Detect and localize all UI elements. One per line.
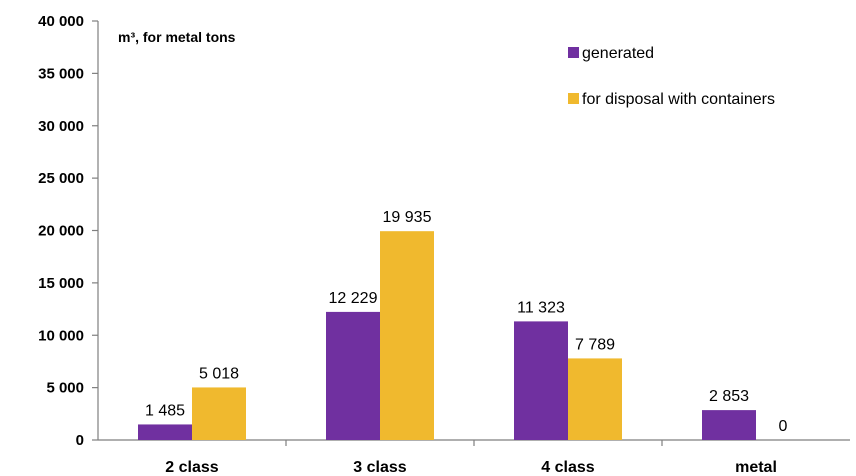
data-label: 19 935 — [383, 209, 432, 226]
y-tick-label: 15 000 — [38, 275, 84, 292]
legend-swatch — [568, 47, 579, 58]
x-category-label: 3 class — [353, 459, 406, 476]
bar-generated — [702, 410, 756, 440]
y-axis-ticks: 0 5 000 10 000 15 000 20 000 25 000 30 000 35 0… — [38, 13, 98, 449]
legend: generated for disposal with containers — [568, 45, 775, 108]
bar-disposal — [192, 387, 246, 440]
bar-disposal — [380, 231, 434, 440]
bar-generated — [138, 424, 192, 440]
y-tick-label: 0 — [76, 432, 84, 449]
bars — [138, 231, 756, 440]
data-labels: 1 485 5 018 12 229 19 935 11 323 7 789 2 853 0 — [145, 209, 788, 435]
x-axis-categories: 2 class 3 class 4 class metal — [165, 440, 777, 476]
data-label: 0 — [779, 418, 788, 435]
bar-disposal — [568, 358, 622, 440]
legend-label: generated — [582, 45, 654, 62]
x-category-label: 4 class — [541, 459, 594, 476]
y-tick-label: 20 000 — [38, 223, 84, 240]
legend-swatch — [568, 93, 579, 104]
y-tick-label: 10 000 — [38, 327, 84, 344]
y-tick-label: 5 000 — [46, 380, 84, 397]
y-tick-label: 30 000 — [38, 118, 84, 135]
y-tick-label: 25 000 — [38, 170, 84, 187]
data-label: 7 789 — [575, 336, 615, 353]
data-label: 5 018 — [199, 365, 239, 382]
y-tick-label: 40 000 — [38, 13, 84, 30]
bar-generated — [326, 311, 380, 440]
data-label: 12 229 — [329, 290, 378, 307]
y-tick-label: 35 000 — [38, 65, 84, 82]
x-category-label: metal — [735, 459, 777, 476]
data-label: 1 485 — [145, 402, 185, 419]
bar-generated — [514, 321, 568, 440]
legend-label: for disposal with containers — [582, 91, 775, 108]
x-category-label: 2 class — [165, 459, 218, 476]
unit-label: m³, for metal tons — [118, 29, 236, 45]
data-label: 11 323 — [517, 299, 565, 316]
data-label: 2 853 — [709, 388, 749, 405]
